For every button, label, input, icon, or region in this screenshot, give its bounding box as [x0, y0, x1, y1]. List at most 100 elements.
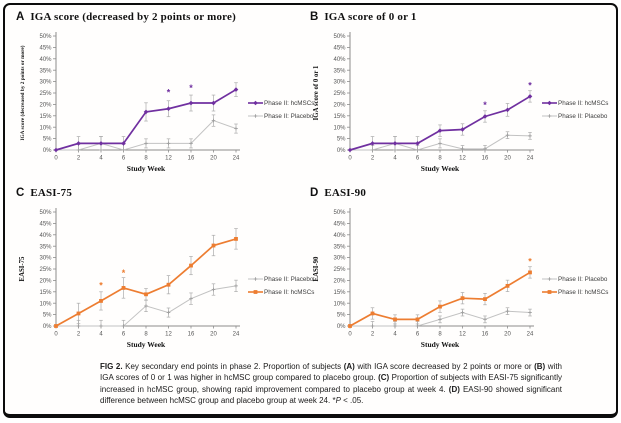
significance-asterisk: *	[99, 281, 103, 291]
data-point-square-icon	[121, 286, 126, 290]
panel-c-header: C EASI-75	[9, 183, 303, 203]
x-tick-label: 4	[99, 332, 103, 338]
y-tick-label: 15%	[333, 114, 346, 120]
panel-letter: A	[16, 11, 25, 23]
figure-caption: FIG 2. Key secondary end points in phase…	[100, 361, 562, 406]
panel-b: B IGA score of 0 or 1 0% 5% 10% 15% 20% 25% 30…	[303, 7, 611, 183]
panel-letter: C	[16, 187, 25, 199]
legend-label: Phase II: Placebo	[558, 275, 608, 283]
significance-asterisk: *	[189, 83, 193, 93]
caption-text: < .05.	[340, 396, 364, 406]
legend-marker-icon	[542, 277, 557, 281]
y-tick-label: 30%	[333, 256, 346, 262]
panel-letter: D	[310, 187, 319, 199]
y-tick-label: 10%	[333, 125, 346, 131]
y-tick-label: 20%	[39, 279, 52, 285]
legend-label: Phase II: hcMSCs	[264, 288, 315, 296]
panel-title: EASI-90	[324, 187, 367, 199]
x-tick-label: 16	[482, 332, 489, 338]
x-tick-label: 0	[54, 332, 58, 338]
series-placebo	[348, 307, 532, 328]
data-point-square-icon	[189, 263, 193, 268]
x-tick-label: 16	[482, 156, 489, 162]
data-point-square-icon	[460, 296, 465, 301]
data-point-diamond-icon	[347, 147, 353, 153]
data-point-square-icon	[76, 311, 81, 316]
panel-d-header: D EASI-90	[303, 183, 611, 203]
y-axis-title: EASI-90	[313, 256, 320, 282]
y-tick-label: 20%	[39, 103, 52, 109]
legend-label: Phase II: hcMSCs	[264, 99, 315, 107]
y-tick-label: 35%	[39, 244, 52, 250]
x-tick-label: 20	[210, 156, 217, 162]
data-point-diamond-icon	[188, 100, 194, 106]
data-point-square-icon	[505, 283, 510, 288]
legend-marker-icon	[248, 290, 263, 294]
data-point-diamond-icon	[211, 100, 216, 106]
x-tick-label: 20	[210, 332, 217, 338]
data-point-diamond-icon	[253, 100, 258, 106]
caption-text: with IGA score decreased by 2 points or …	[354, 362, 535, 371]
data-point-diamond-icon	[98, 141, 104, 146]
y-tick-label: 10%	[39, 125, 52, 131]
x-axis-title: Study Week	[127, 164, 166, 173]
series-placebo	[54, 279, 238, 328]
y-tick-label: 20%	[333, 279, 346, 285]
y-axis-title: IGA score of 0 or 1	[313, 65, 320, 120]
significance-asterisk: *	[167, 88, 171, 98]
x-tick-label: 6	[122, 156, 126, 162]
data-point-square-icon	[393, 317, 397, 322]
data-point-diamond-icon	[415, 141, 420, 146]
x-axis-title: Study Week	[421, 340, 460, 349]
series-hcmscs	[348, 266, 532, 328]
y-tick-label: 5%	[43, 313, 52, 319]
x-tick-label: 0	[54, 156, 58, 162]
panel-letter: B	[310, 11, 319, 23]
data-point-square-icon	[547, 290, 552, 294]
y-tick-label: 45%	[39, 46, 52, 52]
significance-asterisk: *	[122, 268, 126, 278]
legend-item: Phase II: hcMSCs	[248, 99, 314, 107]
y-tick-label: 30%	[39, 80, 52, 86]
legend-marker-icon	[542, 114, 557, 118]
panel-a-header: A IGA score (decreased by 2 points or mo…	[9, 7, 303, 27]
caption-panel-ref-c: (C)	[378, 373, 390, 383]
data-point-diamond-icon	[233, 87, 239, 92]
series-hcmscs	[53, 82, 239, 153]
chart-easi-75: 0%5%10%15%20%25%30%35%40%45%50%0 2 4 6 8 12 16…	[19, 208, 240, 349]
x-tick-label: 16	[188, 156, 195, 162]
y-tick-label: 0%	[43, 148, 52, 154]
y-tick-label: 45%	[333, 222, 346, 228]
y-tick-label: 5%	[337, 313, 346, 319]
y-tick-label: 50%	[39, 34, 52, 40]
data-point-diamond-icon	[76, 141, 81, 146]
data-point-square-icon	[99, 299, 103, 303]
y-tick-label: 45%	[333, 46, 346, 52]
x-tick-label: 12	[165, 156, 172, 162]
y-tick-label: 35%	[39, 68, 52, 74]
y-tick-label: 5%	[43, 137, 52, 143]
legend-label: Phase II: Placebo	[264, 275, 314, 283]
data-point-diamond-icon	[460, 127, 465, 132]
y-tick-label: 10%	[39, 301, 52, 307]
data-point-diamond-icon	[53, 147, 59, 153]
caption-panel-ref-b: (B)	[534, 362, 546, 371]
data-point-diamond-icon	[482, 114, 488, 119]
x-tick-label: 4	[393, 156, 397, 162]
x-tick-label: 6	[416, 332, 420, 338]
y-tick-label: 25%	[333, 267, 346, 273]
x-axis-title: Study Week	[127, 340, 166, 349]
y-tick-label: 20%	[333, 103, 346, 109]
x-tick-label: 12	[459, 332, 466, 338]
caption-p-symbol: P	[335, 396, 341, 406]
x-tick-label: 12	[459, 156, 466, 162]
y-tick-label: 30%	[39, 256, 52, 262]
legend-item: Phase II: Placebo	[542, 112, 608, 120]
data-point-diamond-icon	[370, 141, 375, 146]
panel-a: A IGA score (decreased by 2 points or mo…	[9, 7, 314, 183]
panel-title: IGA score of 0 or 1	[324, 11, 417, 23]
y-axis-title: IGA score (decreased by 2 points or more…	[19, 45, 26, 140]
legend-label: Phase II: Placebo	[558, 112, 608, 120]
x-axis-title: Study Week	[421, 164, 460, 173]
